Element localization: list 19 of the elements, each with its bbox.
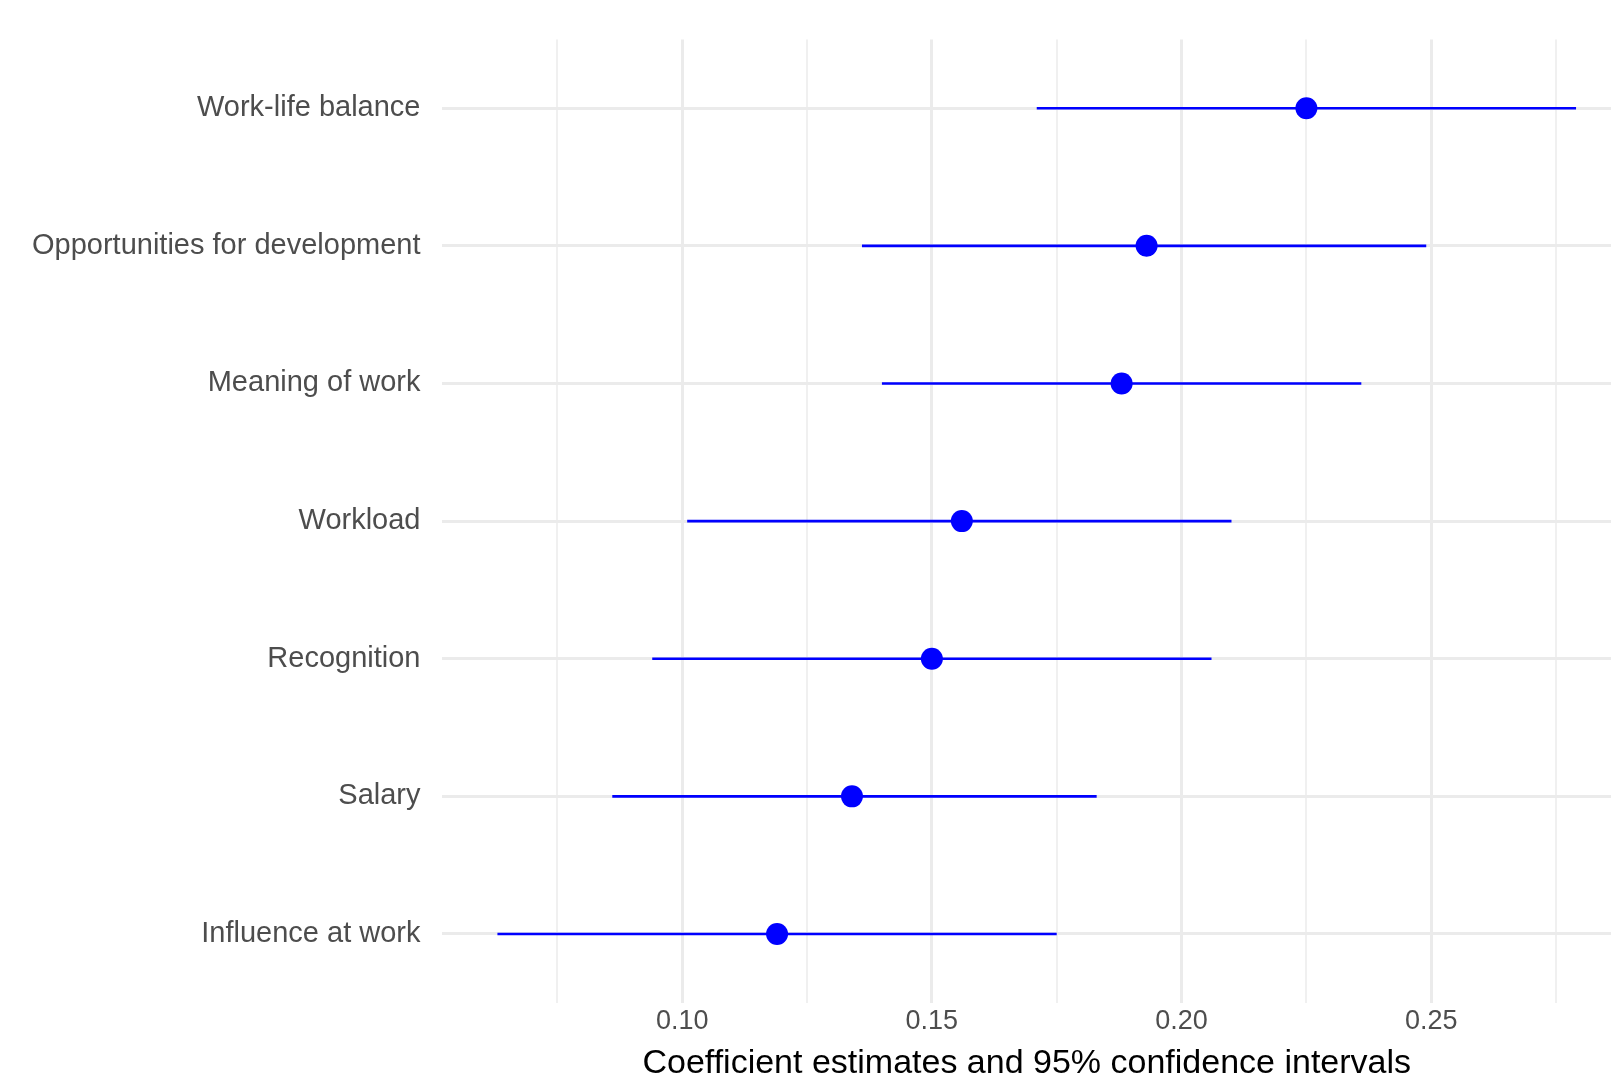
y-tick-label: Influence at work [201, 915, 421, 948]
y-tick-label: Work-life balance [196, 90, 421, 123]
x-tick-label: 0.15 [905, 1005, 959, 1036]
point [1295, 97, 1318, 120]
point [1135, 234, 1158, 257]
y-tick-label: Meaning of work [207, 365, 421, 398]
point [950, 510, 973, 533]
y-tick-label: Salary [338, 778, 421, 811]
y-tick-label: Opportunities for development [32, 227, 421, 260]
x-tick-label: 0.25 [1404, 1005, 1458, 1036]
x-tick-label: 0.10 [655, 1005, 709, 1036]
x-axis-title: Coefficient estimates and 95% confidence intervals [642, 1041, 1412, 1080]
y-tick-label: Recognition [267, 640, 421, 673]
y-tick-label: Workload [298, 503, 421, 536]
x-tick-label: 0.20 [1155, 1005, 1208, 1036]
point [840, 785, 863, 808]
point [766, 922, 789, 945]
point [1110, 372, 1133, 395]
point [920, 647, 943, 670]
